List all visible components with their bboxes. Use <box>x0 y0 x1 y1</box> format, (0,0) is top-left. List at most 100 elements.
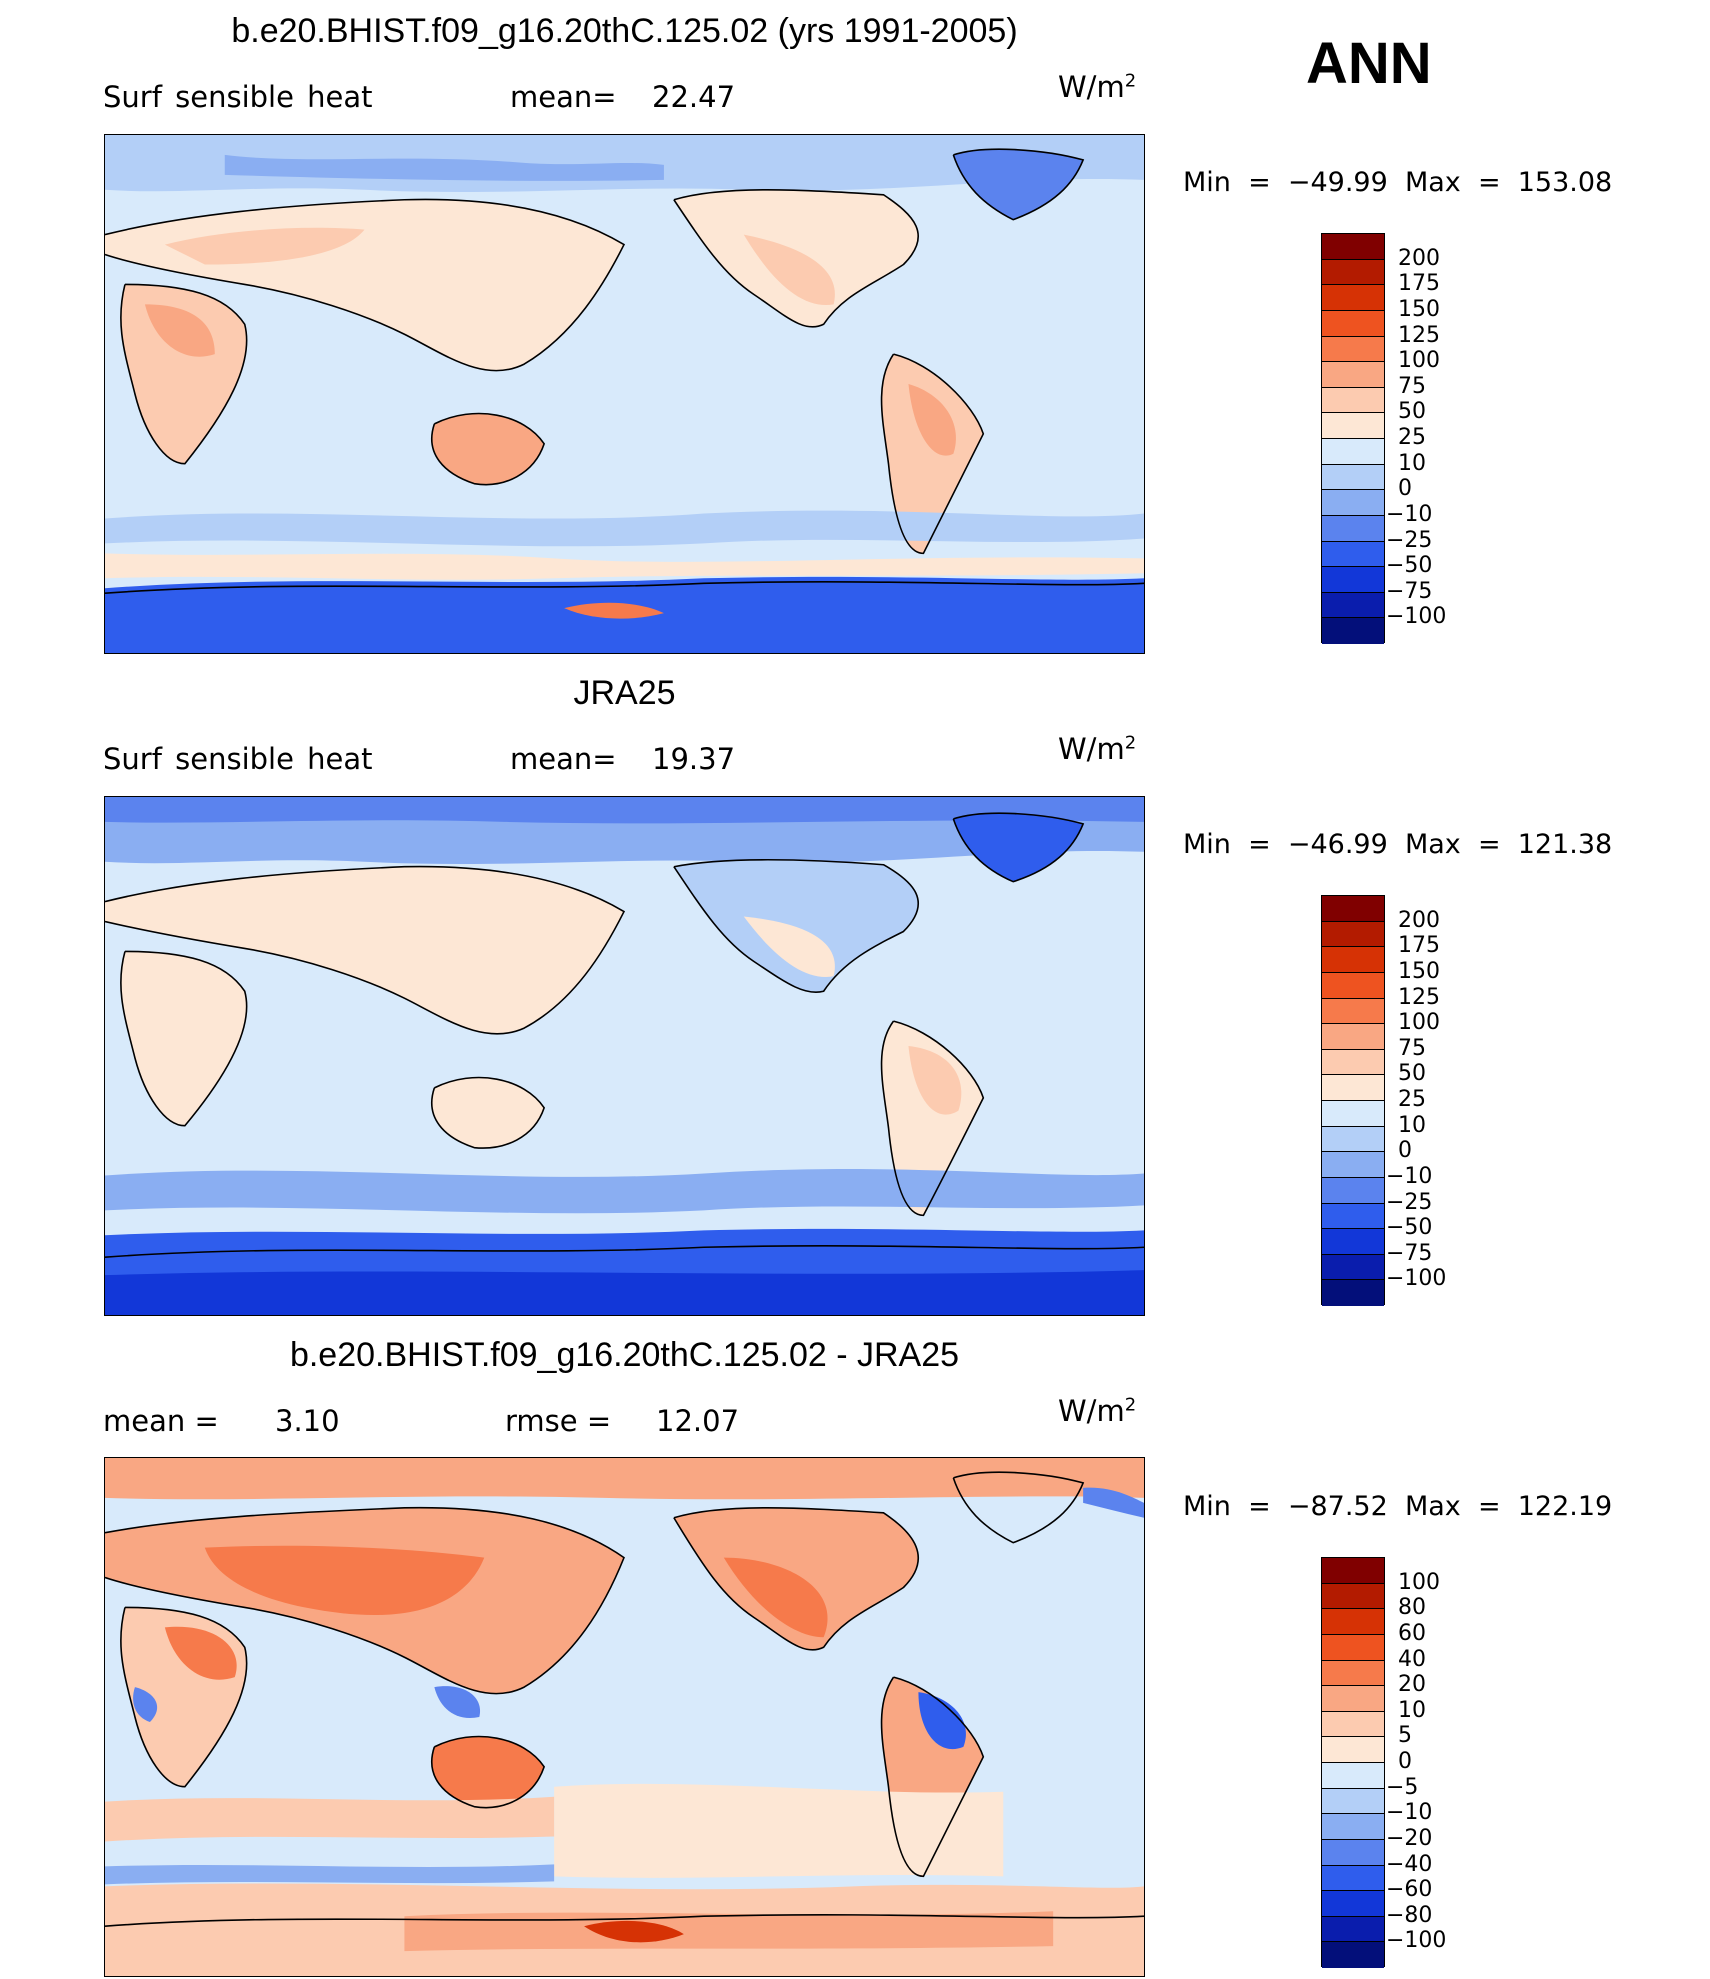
colorbar-swatch <box>1322 1280 1384 1306</box>
colorbar-swatch <box>1322 259 1384 286</box>
colorbar-tick-label: −50 <box>1386 553 1433 579</box>
panel-2-map <box>104 796 1145 1316</box>
panel-1-map <box>104 134 1145 654</box>
colorbar-swatch <box>1322 413 1384 439</box>
colorbar-swatch <box>1322 1126 1384 1153</box>
colorbar-swatch <box>1322 362 1384 388</box>
colorbar-tick-label: −80 <box>1386 1902 1433 1928</box>
colorbar-tick-label: 100 <box>1398 348 1440 374</box>
colorbar-swatch <box>1322 1609 1384 1635</box>
colorbar-tick-label: 100 <box>1398 1569 1440 1595</box>
panel-3-units: W/m2 <box>1058 1394 1137 1428</box>
panel-2-title: JRA25 <box>573 674 676 712</box>
colorbar-tick-label: −10 <box>1386 501 1433 527</box>
colorbar-swatch <box>1322 1711 1384 1738</box>
panel-3-map <box>104 1457 1145 1977</box>
colorbar-swatch <box>1322 1254 1384 1281</box>
panel-2-units: W/m2 <box>1058 732 1137 766</box>
colorbar-tick-label: 75 <box>1398 373 1426 399</box>
colorbar-tick-label: 50 <box>1398 399 1426 425</box>
colorbar-swatch <box>1322 1788 1384 1815</box>
colorbar-tick-label: 200 <box>1398 907 1440 933</box>
colorbar-tick-label: −5 <box>1386 1774 1419 1800</box>
colorbar-swatch <box>1322 1152 1384 1178</box>
colorbar-tick-label: −75 <box>1386 1240 1433 1266</box>
colorbar-tick-label: 5 <box>1398 1723 1412 1749</box>
colorbar-swatch <box>1322 1101 1384 1127</box>
panel-2-mean-value: 19.37 <box>652 742 736 776</box>
colorbar-tick-label: 150 <box>1398 296 1440 322</box>
colorbar-tick-label: 0 <box>1398 476 1412 502</box>
panel-2-min-max: Min = −46.99 Max = 121.38 <box>1183 829 1613 860</box>
colorbar-swatch <box>1322 618 1384 644</box>
colorbar-swatch <box>1322 1839 1384 1866</box>
panel-2-colorbar <box>1321 895 1385 1306</box>
colorbar-swatch <box>1322 1763 1384 1789</box>
colorbar-tick-label: 40 <box>1398 1646 1426 1672</box>
panel-3-mean-value: 3.10 <box>275 1404 340 1438</box>
colorbar-swatch <box>1322 1814 1384 1840</box>
colorbar-tick-label: 175 <box>1398 933 1440 959</box>
season-label: ANN <box>1306 31 1432 96</box>
colorbar-tick-label: −20 <box>1386 1825 1433 1851</box>
colorbar-swatch <box>1322 1634 1384 1661</box>
colorbar-swatch <box>1322 439 1384 465</box>
colorbar-tick-label: −10 <box>1386 1163 1433 1189</box>
colorbar-tick-label: 10 <box>1398 450 1426 476</box>
colorbar-swatch <box>1322 567 1384 593</box>
colorbar-tick-label: −50 <box>1386 1215 1433 1241</box>
panel-1-mean-value: 22.47 <box>652 80 736 114</box>
panel-1-mean-label: mean= <box>510 80 617 114</box>
colorbar-swatch <box>1322 1558 1384 1584</box>
colorbar-tick-label: −25 <box>1386 527 1433 553</box>
colorbar-tick-label: 150 <box>1398 958 1440 984</box>
panel-3-rmse-value: 12.07 <box>656 1404 740 1438</box>
panel-1-variable-label: Surf sensible heat <box>103 80 373 114</box>
colorbar-swatch <box>1322 1660 1384 1687</box>
colorbar-swatch <box>1322 1686 1384 1712</box>
panel-3-min-max: Min = −87.52 Max = 122.19 <box>1183 1491 1613 1522</box>
colorbar-swatch <box>1322 464 1384 491</box>
colorbar-tick-label: −100 <box>1386 1928 1447 1954</box>
colorbar-swatch <box>1322 921 1384 948</box>
colorbar-tick-label: 25 <box>1398 1087 1426 1112</box>
colorbar-swatch <box>1322 1203 1384 1230</box>
colorbar-swatch <box>1322 1916 1384 1943</box>
panel-3-mean-label: mean = <box>103 1404 219 1438</box>
colorbar-tick-label: 20 <box>1398 1672 1426 1698</box>
colorbar-swatch <box>1322 1942 1384 1968</box>
colorbar-swatch <box>1322 947 1384 973</box>
colorbar-swatch <box>1322 1024 1384 1050</box>
colorbar-tick-label: 0 <box>1398 1749 1412 1774</box>
colorbar-tick-label: −60 <box>1386 1877 1433 1903</box>
colorbar-swatch <box>1322 1177 1384 1204</box>
colorbar-tick-label: 200 <box>1398 245 1440 271</box>
colorbar-swatch <box>1322 1049 1384 1076</box>
panel-2-mean-label: mean= <box>510 742 617 776</box>
colorbar-swatch <box>1322 515 1384 542</box>
panel-1-units: W/m2 <box>1058 70 1137 104</box>
panel-3-rmse-label: rmse = <box>505 1404 612 1438</box>
colorbar-swatch <box>1322 541 1384 568</box>
colorbar-tick-label: −100 <box>1386 604 1447 630</box>
colorbar-swatch <box>1322 1075 1384 1101</box>
colorbar-swatch <box>1322 998 1384 1025</box>
colorbar-tick-label: 80 <box>1398 1595 1426 1621</box>
colorbar-tick-label: 10 <box>1398 1697 1426 1723</box>
colorbar-tick-label: 25 <box>1398 425 1426 450</box>
panel-1-min-max: Min = −49.99 Max = 153.08 <box>1183 167 1613 198</box>
colorbar-tick-label: −75 <box>1386 578 1433 604</box>
colorbar-swatch <box>1322 336 1384 363</box>
colorbar-swatch <box>1322 1891 1384 1917</box>
colorbar-swatch <box>1322 972 1384 999</box>
colorbar-swatch <box>1322 1865 1384 1892</box>
colorbar-tick-label: 10 <box>1398 1112 1426 1138</box>
colorbar-swatch <box>1322 896 1384 922</box>
colorbar-tick-label: 125 <box>1398 984 1440 1010</box>
panel-3-title: b.e20.BHIST.f09_g16.20thC.125.02 - JRA25 <box>289 1336 960 1374</box>
colorbar-tick-label: 50 <box>1398 1061 1426 1087</box>
colorbar-swatch <box>1322 1229 1384 1255</box>
colorbar-tick-label: 75 <box>1398 1035 1426 1061</box>
colorbar-swatch <box>1322 285 1384 311</box>
colorbar-swatch <box>1322 1737 1384 1763</box>
